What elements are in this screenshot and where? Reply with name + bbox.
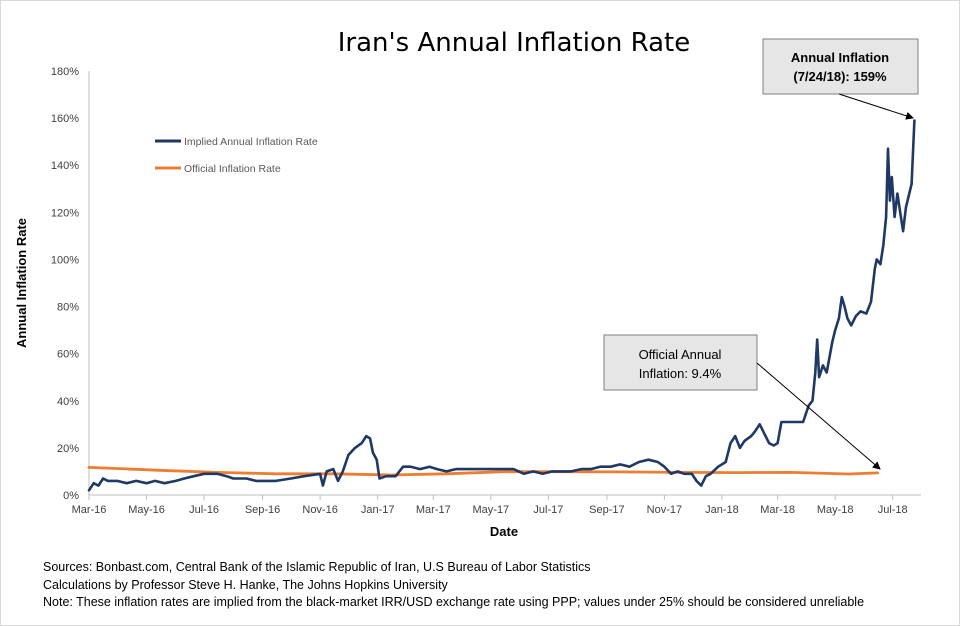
chart-title: Iran's Annual Inflation Rate [338,28,691,58]
note-line: Note: These inflation rates are implied … [43,595,865,609]
y-tick-label: 140% [51,160,79,172]
x-tick-label: Jul-18 [878,504,908,516]
y-tick-label: 0% [63,490,79,502]
y-tick-label: 20% [57,443,79,455]
legend-label-implied: Implied Annual Inflation Rate [184,136,318,148]
x-tick-label: Mar-17 [416,504,451,516]
series-line-implied [87,119,916,492]
y-tick-label: 80% [57,302,79,314]
x-tick-label: May-16 [128,504,165,516]
x-tick-label: Sep-17 [589,504,624,516]
callout-peak-box [762,38,919,95]
x-tick-label: Jul-16 [189,504,219,516]
y-axis-title: Annual Inflation Rate [14,218,29,348]
callout-official-line-2: Inflation: 9.4% [639,366,722,381]
x-tick-label: Mar-16 [72,504,107,516]
x-tick-label: Sep-16 [245,504,280,516]
y-tick-label: 120% [51,207,79,219]
callout-peak-inflation: Annual Inflation (7/24/18): 159% [762,38,919,120]
y-tick-label: 40% [57,396,79,408]
x-tick-label: Jul-17 [533,504,563,516]
x-axis-ticks: Mar-16 May-16 Jul-16 Sep-16 Nov-16 Jan-17 Mar-… [72,495,908,516]
legend-label-official: Official Inflation Rate [184,163,281,175]
x-tick-label: Jan-17 [361,504,395,516]
x-tick-label: Mar-18 [760,504,795,516]
x-tick-label: Nov-16 [302,504,337,516]
sources-line: Sources: Bonbast.com, Central Bank of th… [43,560,591,574]
series-layer [87,119,916,492]
callout-peak-line-1: Annual Inflation [791,50,889,65]
callout-official-inflation: Official Annual Inflation: 9.4% [603,334,881,470]
callout-peak-line-2: (7/24/18): 159% [793,69,887,84]
calculations-line: Calculations by Professor Steve H. Hanke… [43,577,448,592]
x-tick-label: Jan-18 [705,504,739,516]
callout-official-line-1: Official Annual [639,347,722,362]
sources-notes: Sources: Bonbast.com, Central Bank of th… [43,559,864,612]
x-axis-title: Date [490,524,518,539]
y-tick-label: 60% [57,349,79,361]
x-tick-label: May-18 [817,504,854,516]
y-tick-label: 180% [51,66,79,78]
callout-official-box [603,334,758,391]
y-axis-ticks: 0% 20% 40% 60% 80% 100% 120% 140% 160% 180% [51,66,79,502]
callout-official-arrow [756,362,881,470]
x-tick-label: May-17 [473,504,510,516]
y-tick-label: 160% [51,113,79,125]
y-tick-label: 100% [51,254,79,266]
x-tick-label: Nov-17 [647,504,682,516]
legend: Implied Annual Inflation Rate Official I… [155,136,318,175]
callout-peak-arrow [838,93,914,120]
inflation-chart: Iran's Annual Inflation Rate 0% 20% 40% 60%… [14,28,921,539]
series-line-official [87,466,879,477]
